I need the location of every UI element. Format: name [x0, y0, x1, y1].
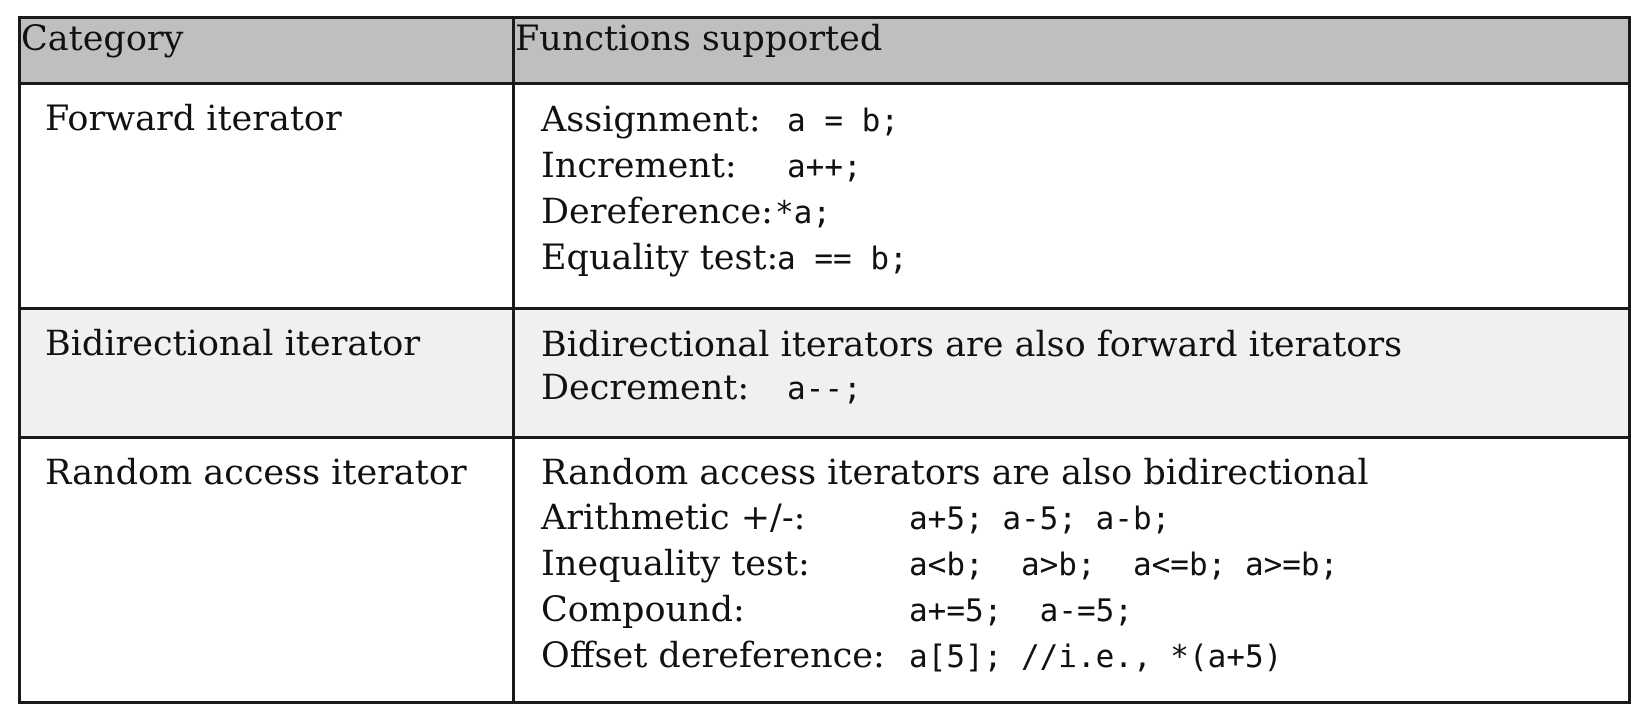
function-code: a+=5; a-=5;: [909, 593, 1133, 629]
note-text: Bidirectional iterators are also forward…: [541, 325, 1403, 365]
function-line: Assignment: a = b;: [541, 97, 1628, 143]
function-label: Equality test:: [541, 238, 779, 278]
function-label: Decrement:: [541, 368, 750, 408]
category-cell: Bidirectional iterator: [18, 307, 515, 439]
function-label: Assignment:: [541, 100, 761, 140]
functions-cell: Assignment: a = b; Increment: a++; Deref…: [512, 82, 1631, 310]
function-label: Inequality test:: [541, 544, 810, 584]
function-line: Equality test: a == b;: [541, 235, 1628, 281]
function-label: Increment:: [541, 146, 737, 186]
function-line: Decrement: a--;: [541, 368, 1628, 408]
function-code: a == b;: [777, 241, 908, 277]
table-row: Bidirectional iterator Bidirectional ite…: [18, 307, 1631, 439]
function-code: a<b; a>b; a<=b; a>=b;: [909, 547, 1339, 583]
header-category: Category: [18, 16, 515, 85]
function-code: a+5; a-5; a-b;: [909, 501, 1171, 537]
function-line: Offset dereference: a[5]; //i.e., *(a+5): [541, 633, 1628, 679]
function-code: *a;: [775, 195, 831, 231]
function-note: Random access iterators are also bidirec…: [541, 451, 1628, 495]
function-line: Inequality test: a<b; a>b; a<=b; a>=b;: [541, 541, 1628, 587]
category-cell: Forward iterator: [18, 82, 515, 310]
function-note: Bidirectional iterators are also forward…: [541, 322, 1628, 368]
function-code: a++;: [787, 149, 862, 185]
function-line: Compound: a+=5; a-=5;: [541, 587, 1628, 633]
function-code: a[5]; //i.e., *(a+5): [909, 639, 1283, 675]
note-text: Random access iterators are also bidirec…: [541, 453, 1369, 493]
header-row: Category Functions supported: [18, 16, 1631, 85]
function-label: Arithmetic +/-:: [541, 498, 806, 538]
table-row: Forward iterator Assignment: a = b; Incr…: [18, 82, 1631, 310]
table-row: Random access iterator Random access ite…: [18, 436, 1631, 704]
function-label: Offset dereference:: [541, 636, 885, 676]
function-label: Compound:: [541, 590, 745, 630]
iterator-categories-table: Category Functions supported Forward ite…: [18, 16, 1631, 704]
function-code: a--;: [787, 371, 862, 407]
category-cell: Random access iterator: [18, 436, 515, 704]
function-line: Arithmetic +/-: a+5; a-5; a-b;: [541, 495, 1628, 541]
functions-cell: Bidirectional iterators are also forward…: [512, 307, 1631, 439]
functions-cell: Random access iterators are also bidirec…: [512, 436, 1631, 704]
function-line: Increment: a++;: [541, 143, 1628, 189]
header-functions: Functions supported: [512, 16, 1631, 85]
function-code: a = b;: [787, 103, 899, 139]
function-line: Dereference: *a;: [541, 189, 1628, 235]
function-label: Dereference:: [541, 192, 773, 232]
